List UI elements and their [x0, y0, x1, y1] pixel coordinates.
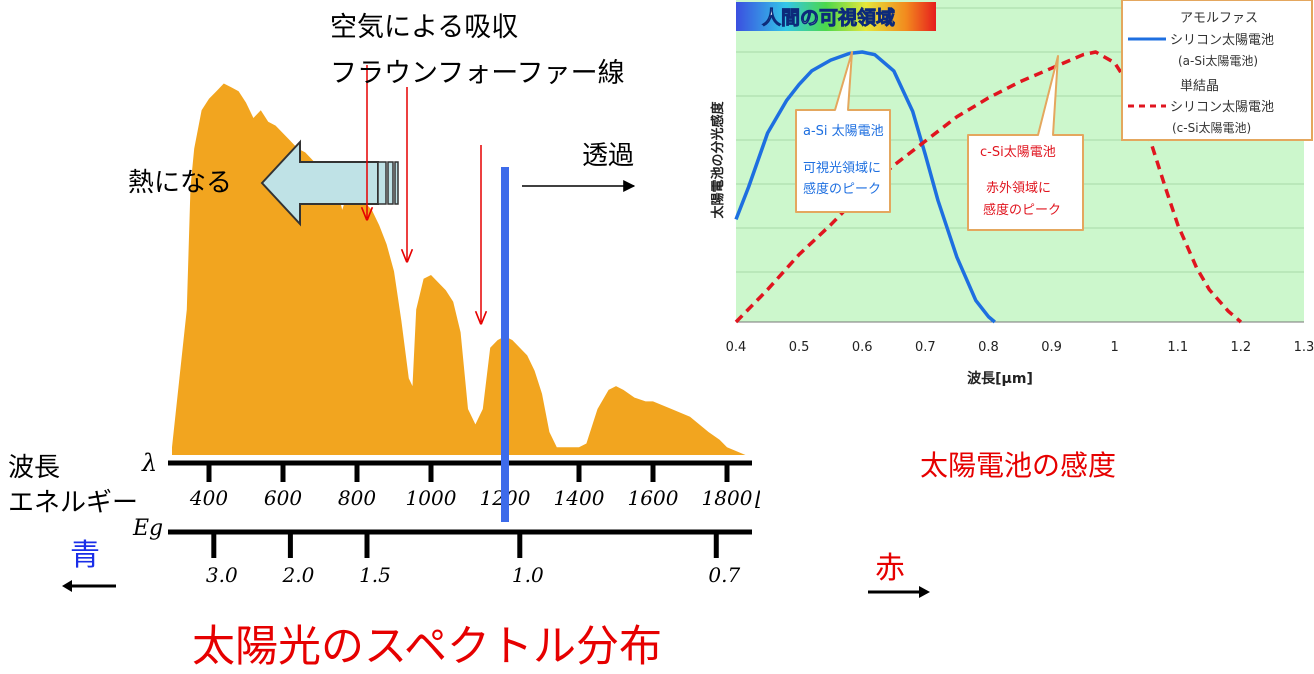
csi-callout-line2: 感度のピーク [983, 202, 1061, 218]
sensitivity-xlabel: 波長[μm] [967, 370, 1033, 387]
legend-csi-line2: シリコン太陽電池 [1170, 100, 1274, 115]
sensitivity-xtick-label: 0.8 [978, 340, 999, 355]
energy-row-label: エネルギー [8, 488, 139, 518]
nm-tick-label: 1600 [628, 486, 679, 510]
nm-unit-label: [nm] [755, 486, 760, 510]
ev-tick-label: 2.0 [281, 563, 314, 587]
right-arrow-icon [868, 586, 930, 598]
solar-spectrum-chart: 40060080010001200140016001800[nm] 3.02.0… [168, 65, 760, 587]
spectrum-area [172, 83, 746, 455]
air-absorption-label: 空気による吸収 [330, 12, 519, 43]
nm-tick-label: 1800 [702, 486, 753, 510]
sensitivity-xtick-label: 0.6 [852, 340, 873, 355]
nm-tick-label: 1400 [554, 486, 605, 510]
nm-tick-label: 800 [338, 486, 376, 510]
nm-tick-label: 1000 [406, 486, 457, 510]
sensitivity-xtick-label: 1.2 [1231, 340, 1252, 355]
lambda-symbol: λ [142, 449, 158, 477]
sensitivity-xtick-label: 1 [1111, 340, 1119, 355]
sensitivity-chart: 人間の可視領域 太陽電池の分光感度 波長[μm] 0.4 0.5 0.6 0.7 0.8… [710, 0, 1314, 387]
sensitivity-xtick-label: 1.1 [1167, 340, 1188, 355]
blue-direction-label: 青 [70, 538, 100, 573]
spectrum-title: 太陽光のスペクトル分布 [192, 622, 662, 672]
asi-callout: a-Si 太陽電池 可視光領域に 感度のピーク [795, 51, 891, 213]
ev-tick-label: 1.0 [512, 563, 544, 587]
sensitivity-xtick-label: 0.5 [789, 340, 810, 355]
heat-label: 熱になる [128, 168, 233, 198]
transmit-label: 透過 [582, 141, 635, 171]
red-direction-label: 赤 [875, 551, 905, 586]
heat-arrow [260, 139, 399, 227]
sensitivity-title: 太陽電池の感度 [920, 449, 1117, 482]
bandgap-blue-line [501, 167, 509, 522]
nm-tick-label: 600 [264, 486, 302, 510]
asi-callout-line2: 感度のピーク [803, 181, 881, 197]
asi-callout-title: a-Si 太陽電池 [803, 124, 884, 139]
asi-callout-line1: 可視光領域に [803, 160, 881, 176]
legend-csi-line3: (c-Si太陽電池) [1172, 120, 1251, 135]
sensitivity-xtick-label: 1.3 [1294, 340, 1314, 355]
asi-sensitivity-line [734, 50, 996, 324]
visible-region-banner [736, 2, 936, 31]
fraunhofer-label: フラウンフォーファー線 [330, 58, 625, 89]
csi-callout-line1: 赤外領域に [986, 180, 1051, 196]
sensitivity-xtick-label: 0.9 [1041, 340, 1062, 355]
legend-asi-line1: アモルファス [1180, 11, 1258, 26]
wavelength-row-label: 波長 [8, 453, 61, 483]
sensitivity-ylabel: 太陽電池の分光感度 [710, 101, 726, 220]
legend-asi-line3: (a-Si太陽電池) [1178, 53, 1258, 68]
ev-tick-label: 3.0 [206, 563, 238, 587]
csi-callout-title: c-Si太陽電池 [980, 145, 1056, 160]
eg-symbol: Eg [133, 516, 164, 541]
legend-asi-line2: シリコン太陽電池 [1170, 33, 1274, 48]
legend-csi-line1: 単結晶 [1180, 78, 1219, 94]
ev-tick-label: 0.7 [708, 563, 740, 587]
ev-tick-label: 1.5 [359, 563, 391, 587]
csi-callout: c-Si太陽電池 赤外領域に 感度のピーク [967, 55, 1084, 231]
sensitivity-legend: アモルファス シリコン太陽電池 (a-Si太陽電池) 単結晶 シリコン太陽電池 … [1121, 0, 1313, 141]
left-arrow-icon [62, 580, 116, 592]
sensitivity-xtick-label: 0.7 [915, 340, 936, 355]
sensitivity-xtick-label: 0.4 [726, 340, 747, 355]
visible-region-title: 人間の可視領域 [762, 6, 895, 29]
nm-tick-label: 400 [189, 486, 228, 510]
